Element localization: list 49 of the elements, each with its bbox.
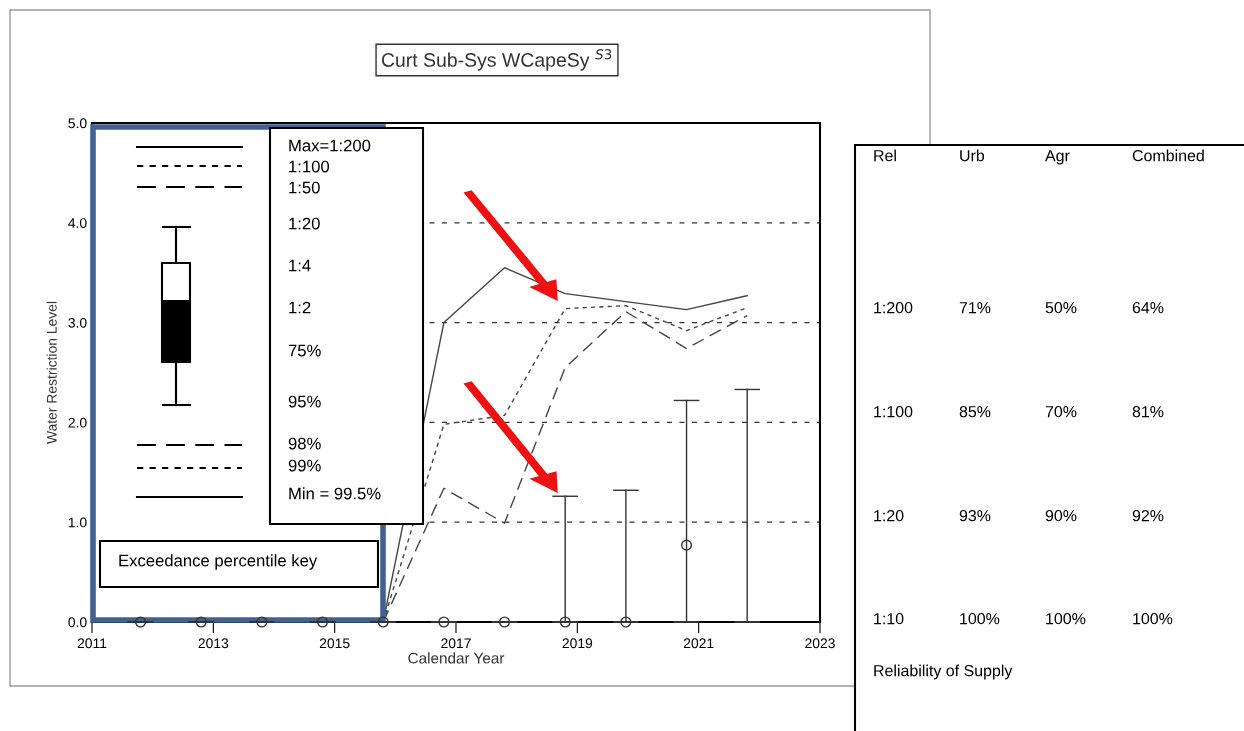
y-tick-label: 5.0 — [68, 118, 87, 129]
text: 100% — [960, 612, 1000, 625]
text: 70% — [1045, 405, 1077, 418]
annotation: 1:2 — [289, 301, 311, 314]
annotation: 98% — [288, 437, 321, 450]
y-tick-label: 4.0 — [68, 218, 87, 228]
text: 50% — [1045, 301, 1077, 314]
text: 93% — [959, 509, 991, 522]
text: 1:200 — [874, 301, 913, 314]
x-tick-label: 2017 — [441, 638, 471, 649]
text: 100% — [1133, 612, 1173, 625]
annotation: Exceedance percentile key — [119, 554, 318, 570]
text: 90% — [1045, 509, 1077, 522]
x-tick-label: 2019 — [562, 638, 593, 649]
text: Urb — [960, 149, 985, 162]
x-tick-label: 2021 — [683, 638, 714, 649]
y-tick-label: 0.0 — [68, 617, 87, 628]
x-tick-label: 2011 — [77, 638, 107, 649]
text: 1:20 — [874, 509, 904, 522]
x-tick-label: 2023 — [805, 638, 835, 649]
x-axis-title: Calendar Year — [408, 652, 505, 664]
text: 81% — [1132, 405, 1164, 418]
x-tick-label: 2015 — [319, 638, 350, 649]
y-tick-label: 1.0 — [68, 517, 87, 528]
text: Reliability of Supply — [874, 664, 1013, 680]
text: Rel — [874, 149, 896, 162]
annotation: 95% — [288, 395, 321, 408]
text: 100% — [1046, 612, 1086, 625]
text: 1:100 — [874, 405, 913, 418]
text: 71% — [959, 302, 991, 314]
text: 85% — [959, 405, 991, 418]
annotation: 1:20 — [289, 217, 320, 230]
y-axis-title: Water Restriction Level — [46, 301, 57, 444]
annotation: 75% — [288, 344, 321, 357]
text: 1:10 — [874, 612, 904, 625]
y-tick-label: 2.0 — [68, 417, 87, 428]
text: 64% — [1132, 301, 1164, 314]
annotation: 99% — [288, 459, 321, 472]
annotation: Max=1:200 — [289, 139, 371, 152]
text: Agr — [1045, 150, 1070, 165]
annotation: 1:100 — [289, 160, 330, 173]
text: Combined — [1132, 149, 1204, 162]
y-tick-label: 3.0 — [68, 317, 87, 328]
annotation: 1:50 — [289, 181, 320, 194]
chart-title: Curt Sub-Sys WCapeSy $^{S3}$ — [381, 49, 612, 71]
annotation: Min = 99.5% — [289, 487, 381, 500]
annotation: 1:4 — [289, 259, 311, 272]
x-tick-label: 2013 — [198, 638, 229, 649]
text: 92% — [1132, 509, 1164, 522]
